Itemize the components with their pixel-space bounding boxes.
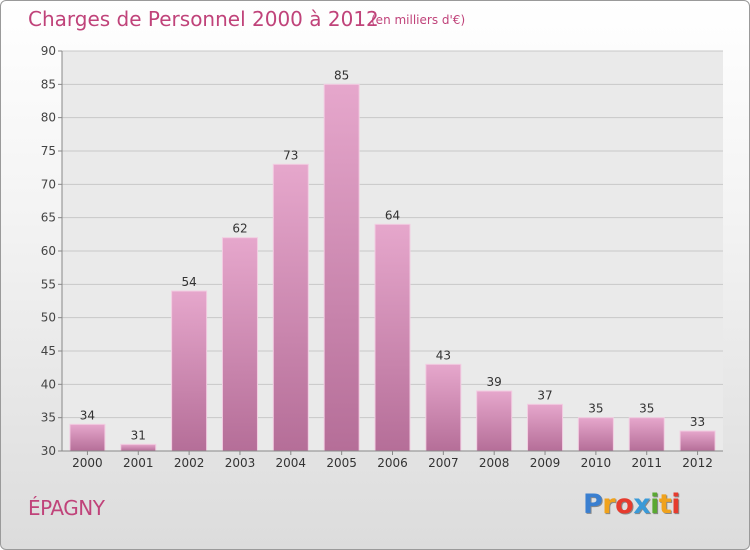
data-label: 35: [639, 402, 654, 416]
commune-name: ÉPAGNY: [28, 496, 105, 520]
y-tick-label: 80: [41, 111, 56, 125]
x-tick-label: 2006: [377, 456, 408, 470]
x-tick-label: 2009: [530, 456, 561, 470]
x-tick-label: 2000: [72, 456, 103, 470]
data-label: 34: [80, 408, 95, 422]
logo-letter: r: [602, 489, 616, 520]
data-label: 37: [537, 388, 552, 402]
y-tick-label: 90: [41, 44, 56, 58]
y-tick-label: 75: [41, 144, 56, 158]
x-tick-label: 2005: [326, 456, 357, 470]
bar-2009: [527, 403, 564, 452]
y-tick-label: 60: [41, 244, 56, 258]
logo-letter: i: [671, 489, 681, 520]
bar-2012: [679, 430, 716, 452]
bar-2004: [272, 163, 309, 452]
bar-2000: [69, 423, 106, 452]
data-label: 54: [181, 275, 196, 289]
bar-2001: [120, 443, 157, 452]
data-label: 31: [131, 428, 146, 442]
y-tick-label: 85: [41, 77, 56, 91]
data-label: 39: [487, 375, 502, 389]
chart-title: Charges de Personnel 2000 à 2012: [28, 7, 379, 31]
y-tick-label: 40: [41, 377, 56, 391]
y-tick-label: 65: [41, 211, 56, 225]
bar-2002: [171, 290, 208, 452]
bar-2010: [577, 417, 614, 452]
bar-2011: [628, 417, 665, 452]
x-tick-label: 2012: [682, 456, 713, 470]
data-label: 62: [232, 222, 247, 236]
data-label: 35: [588, 402, 603, 416]
y-tick-label: 70: [41, 177, 56, 191]
data-label: 85: [334, 68, 349, 82]
logo-letter: P: [583, 489, 603, 520]
x-tick-label: 2001: [123, 456, 154, 470]
chart-subtitle: (en milliers d'€): [371, 13, 466, 27]
x-tick-label: 2011: [631, 456, 662, 470]
proxiti-logo: Proxiti: [583, 489, 681, 520]
bar-2003: [221, 237, 258, 452]
logo-letter: o: [615, 489, 634, 520]
x-tick-label: 2003: [225, 456, 256, 470]
data-label: 43: [436, 348, 451, 362]
y-tick-label: 30: [41, 444, 56, 458]
data-label: 64: [385, 208, 400, 222]
x-tick-label: 2004: [276, 456, 307, 470]
y-tick-label: 45: [41, 344, 56, 358]
logo-letter: x: [633, 489, 651, 520]
bar-2008: [476, 390, 513, 452]
y-tick-label: 50: [41, 311, 56, 325]
y-tick-label: 35: [41, 411, 56, 425]
data-label: 73: [283, 148, 298, 162]
data-label: 33: [690, 415, 705, 429]
x-tick-label: 2010: [581, 456, 612, 470]
bar-2006: [374, 223, 411, 452]
logo-letter: i: [650, 489, 659, 520]
x-tick-label: 2008: [479, 456, 510, 470]
bar-2007: [425, 363, 462, 452]
x-tick-label: 2002: [174, 456, 205, 470]
bar-2005: [323, 83, 360, 452]
x-tick-label: 2007: [428, 456, 459, 470]
y-tick-label: 55: [41, 277, 56, 291]
logo-letter: t: [658, 489, 672, 520]
